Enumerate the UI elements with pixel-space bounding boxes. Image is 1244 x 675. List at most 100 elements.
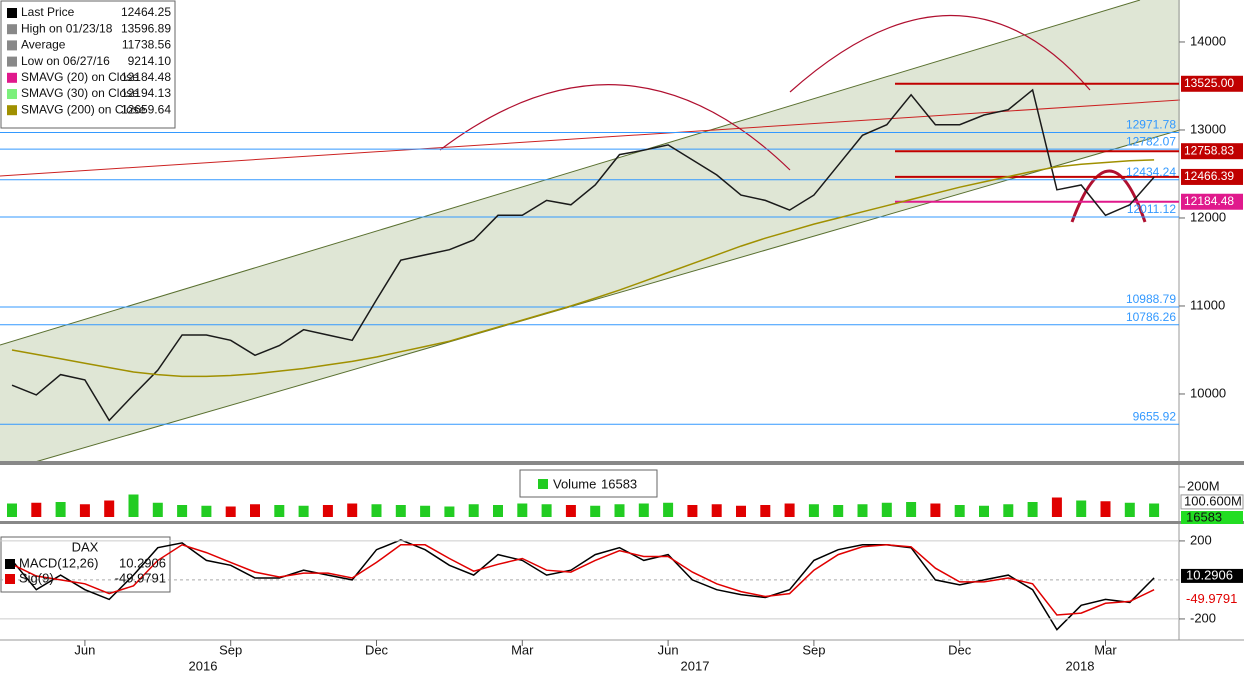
panel-title: DAX	[72, 539, 99, 554]
volume-bar	[250, 504, 260, 517]
volume-bar	[152, 502, 163, 517]
volume-bar	[663, 502, 674, 517]
volume-bar	[1100, 501, 1111, 517]
volume-bar	[881, 502, 892, 517]
value-label: 10.2906	[1186, 567, 1233, 582]
legend-swatch	[7, 40, 17, 51]
channel-upper	[0, 0, 1141, 346]
level-label: 12184.48	[1184, 194, 1234, 208]
y-tick-label: 14000	[1190, 33, 1226, 48]
x-tick-label: Dec	[365, 642, 389, 657]
value-label: 16583	[1186, 509, 1222, 524]
volume-bar	[395, 505, 406, 517]
volume-bar	[298, 505, 309, 517]
volume-bar	[201, 505, 212, 517]
y-tick-label: 200M	[1187, 478, 1220, 493]
y-tick-label: 12000	[1190, 209, 1226, 224]
trend-channel	[0, 0, 1180, 462]
volume-bar	[128, 494, 139, 517]
volume-bar	[1003, 504, 1014, 517]
legend-value: 11738.56	[122, 38, 171, 52]
level-label: 12758.83	[1184, 143, 1234, 157]
chart-layer: 13525.00 12971.78 12782.07 12758.83 12466.39…	[0, 5, 1244, 673]
volume-bar	[1027, 502, 1038, 517]
y-tick-label: 11000	[1190, 297, 1225, 312]
legend-swatch	[5, 574, 15, 584]
volume-bar	[517, 503, 528, 517]
legend-value: 9214.10	[128, 54, 172, 68]
level-box	[1181, 143, 1243, 160]
legend-swatch	[7, 105, 17, 116]
level-label: 10786.26	[1126, 310, 1176, 324]
legend-value: 13596.89	[121, 21, 171, 35]
year-label: 2018	[1066, 658, 1095, 673]
volume-bar	[979, 505, 989, 517]
volume-bar	[930, 503, 941, 517]
value-label: -49.9791	[1186, 591, 1237, 606]
legend-label: Volume	[553, 476, 596, 491]
volume-bar	[322, 505, 333, 517]
arc	[789, 14, 1091, 93]
legend-label: SMAVG (200) on Close	[21, 102, 146, 116]
y-tick-label: -200	[1190, 610, 1216, 625]
volume-bar	[808, 504, 819, 517]
trend-line	[0, 99, 1181, 177]
legend-box	[0, 536, 171, 593]
legend-label: Last Price	[21, 5, 75, 19]
volume-bar	[760, 505, 771, 517]
x-tick-label: Jun	[658, 642, 679, 657]
legend-value: -49.9791	[115, 570, 166, 585]
x-tick-label: Sep	[802, 642, 825, 657]
level-box	[1181, 168, 1243, 185]
y-tick-label: 10000	[1190, 385, 1226, 400]
volume-bar	[177, 505, 188, 517]
volume-bar	[1149, 503, 1160, 517]
legend-swatch	[7, 24, 17, 35]
level-box	[1181, 75, 1243, 92]
series-line	[11, 88, 1155, 422]
volume-bar	[1124, 502, 1135, 517]
level-label: 9655.92	[1133, 409, 1177, 423]
volume-bar	[468, 504, 479, 517]
panel-separator	[0, 461, 1244, 465]
volume-bar	[55, 502, 66, 517]
volume-bar	[225, 506, 236, 517]
x-tick-label: Mar	[511, 642, 534, 657]
legend-value: 16583	[601, 476, 637, 491]
series-line	[11, 543, 1155, 616]
volume-bar	[857, 504, 868, 517]
volume-bar	[906, 502, 917, 517]
volume-bar	[784, 503, 795, 517]
legend-swatch	[7, 89, 17, 99]
channel-lower	[34, 129, 1181, 463]
x-tick-label: Sep	[219, 642, 242, 657]
legend-value: 12659.64	[121, 102, 171, 116]
legend-swatch	[538, 479, 548, 489]
legend-swatch	[7, 72, 17, 83]
volume-bar	[371, 504, 382, 517]
volume-bar	[31, 502, 42, 517]
volume-bar	[711, 504, 722, 517]
volume-bar	[541, 504, 552, 517]
volume-bar	[444, 506, 455, 517]
volume-bar	[954, 505, 965, 517]
level-label: 12971.78	[1126, 118, 1176, 132]
marker-box	[1180, 494, 1244, 510]
legend-swatch	[5, 559, 15, 569]
value-box	[1181, 568, 1243, 583]
volume-bar	[347, 503, 358, 517]
legend-label: Low on 06/27/16	[21, 54, 110, 68]
legend-value: 10.2906	[119, 555, 166, 570]
panel-separator	[0, 521, 1244, 524]
legend-label: MACD(12,26)	[19, 555, 98, 570]
volume-bar	[274, 505, 285, 517]
volume-bar	[7, 503, 17, 517]
volume-bar	[420, 505, 431, 517]
volume-bar	[687, 505, 698, 517]
volume-bar	[1051, 497, 1062, 517]
level-label: 10988.79	[1126, 292, 1176, 306]
level-label: 12011.12	[1127, 202, 1176, 216]
volume-bar	[493, 505, 503, 517]
